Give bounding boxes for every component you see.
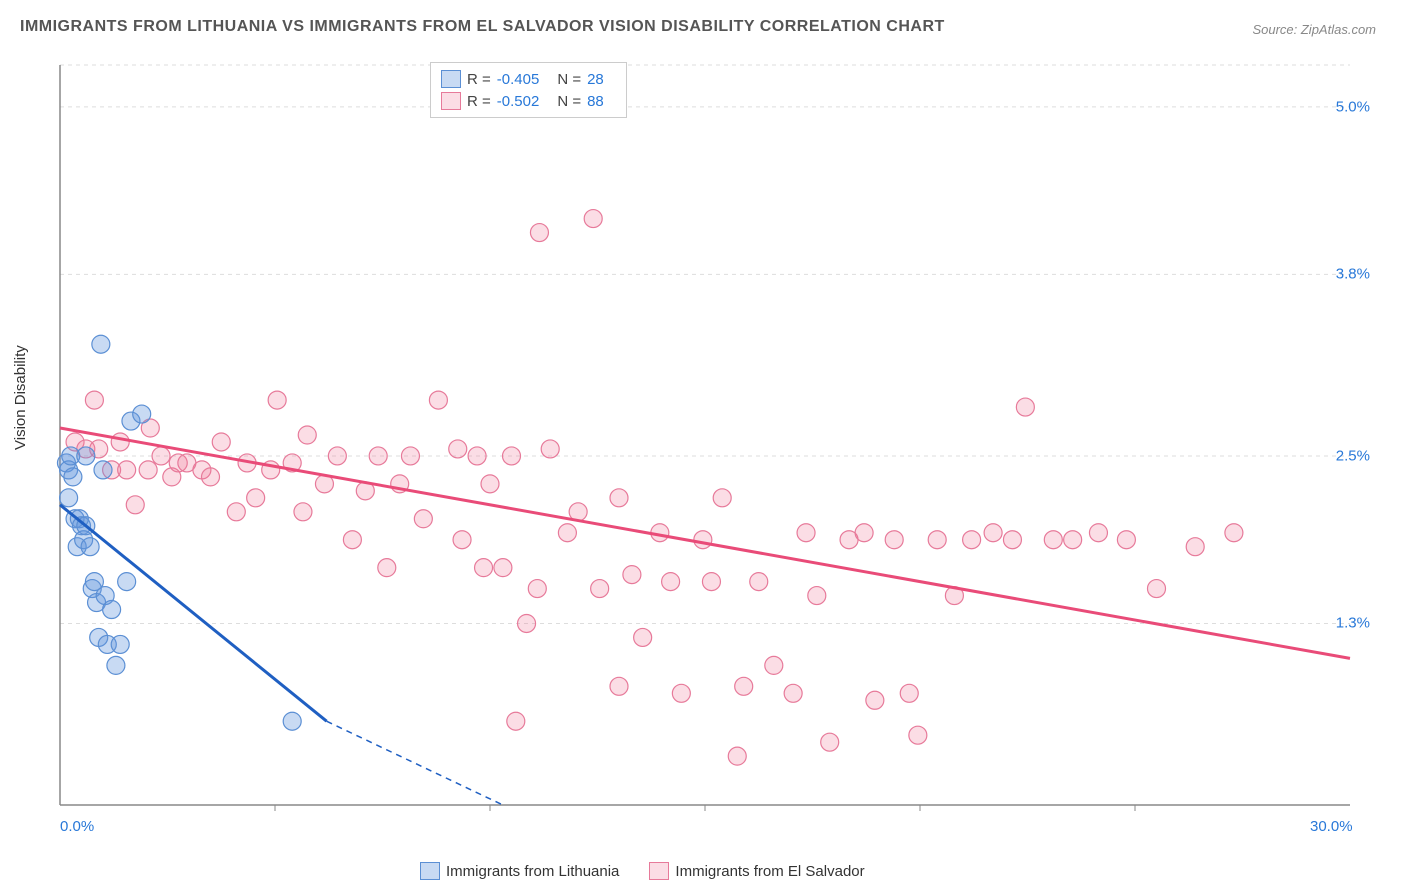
r-value-lithuania: -0.405 — [497, 71, 540, 88]
y-tick-label: 2.5% — [1336, 447, 1370, 464]
chart-title: IMMIGRANTS FROM LITHUANIA VS IMMIGRANTS … — [20, 18, 945, 36]
scatter-chart — [50, 55, 1380, 845]
swatch-lithuania — [420, 862, 440, 880]
n-value-lithuania: 28 — [587, 71, 604, 88]
swatch-lithuania — [441, 70, 461, 88]
r-value-elsalvador: -0.502 — [497, 93, 540, 110]
bottom-legend: Immigrants from Lithuania Immigrants fro… — [420, 862, 865, 880]
x-tick-label: 0.0% — [60, 818, 94, 835]
legend-label: Immigrants from Lithuania — [446, 863, 619, 880]
source-attribution: Source: ZipAtlas.com — [1252, 22, 1376, 37]
n-value-elsalvador: 88 — [587, 93, 604, 110]
plot-area: 5.0% 3.8% 2.5% 1.3% 0.0% 30.0% — [50, 55, 1380, 845]
y-axis-label: Vision Disability — [12, 345, 29, 450]
swatch-elsalvador — [649, 862, 669, 880]
stats-row-elsalvador: R = -0.502 N = 88 — [441, 90, 616, 112]
y-tick-label: 5.0% — [1336, 98, 1370, 115]
swatch-elsalvador — [441, 92, 461, 110]
x-tick-label: 30.0% — [1310, 818, 1353, 835]
r-label: R = — [467, 93, 491, 110]
r-label: R = — [467, 71, 491, 88]
legend-item-elsalvador: Immigrants from El Salvador — [649, 862, 864, 880]
n-label: N = — [557, 71, 581, 88]
stats-row-lithuania: R = -0.405 N = 28 — [441, 68, 616, 90]
legend-item-lithuania: Immigrants from Lithuania — [420, 862, 619, 880]
stats-legend-box: R = -0.405 N = 28 R = -0.502 N = 88 — [430, 62, 627, 118]
y-tick-label: 3.8% — [1336, 266, 1370, 283]
legend-label: Immigrants from El Salvador — [675, 863, 864, 880]
n-label: N = — [557, 93, 581, 110]
y-tick-label: 1.3% — [1336, 615, 1370, 632]
